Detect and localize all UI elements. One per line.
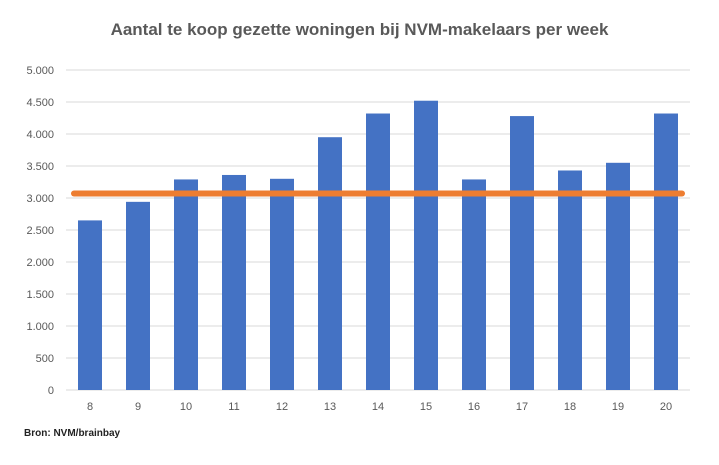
y-tick-label: 0 xyxy=(48,385,54,397)
x-tick-label: 20 xyxy=(660,401,672,413)
x-tick-label: 9 xyxy=(135,401,141,413)
bar-week-14 xyxy=(366,113,390,391)
bar-week-12 xyxy=(270,178,294,390)
x-tick-label: 19 xyxy=(612,401,624,413)
bar-week-19 xyxy=(606,162,630,390)
bar-week-8 xyxy=(78,220,102,390)
x-tick-label: 17 xyxy=(516,401,528,413)
x-tick-label: 10 xyxy=(180,401,192,413)
bar-week-18 xyxy=(558,170,582,390)
bar-week-20 xyxy=(654,113,678,391)
y-tick-label: 500 xyxy=(36,353,54,365)
x-tick-label: 18 xyxy=(564,401,576,413)
x-tick-label: 11 xyxy=(228,401,239,413)
bar-week-10 xyxy=(174,179,198,390)
y-tick-label: 1.000 xyxy=(26,321,54,333)
x-tick-label: 16 xyxy=(468,401,480,413)
x-tick-label: 13 xyxy=(324,401,336,413)
chart-title: Aantal te koop gezette woningen bij NVM-… xyxy=(110,20,609,39)
x-axis-ticks: 8 9 10 11 12 13 14 15 16 17 18 19 20 xyxy=(87,401,672,413)
bar-week-11 xyxy=(222,174,246,390)
bar-week-15 xyxy=(414,100,438,390)
x-tick-label: 12 xyxy=(276,401,288,413)
y-tick-label: 3.500 xyxy=(26,161,54,173)
bar-week-9 xyxy=(126,201,150,390)
bar-week-16 xyxy=(462,179,486,390)
x-tick-label: 8 xyxy=(87,401,93,413)
bars xyxy=(78,100,678,391)
x-tick-label: 15 xyxy=(420,401,432,413)
bar-week-13 xyxy=(318,137,342,390)
source-note: Bron: NVM/brainbay xyxy=(24,428,121,439)
x-tick-label: 14 xyxy=(372,401,384,413)
y-tick-label: 4.000 xyxy=(26,129,54,141)
y-tick-label: 2.000 xyxy=(26,257,54,269)
y-tick-label: 3.000 xyxy=(26,193,54,205)
bar-week-17 xyxy=(510,116,534,390)
y-axis-ticks: 0 500 1.000 1.500 2.000 2.500 3.000 3.500 4.000 4… xyxy=(26,65,54,397)
y-tick-label: 5.000 xyxy=(26,65,54,77)
y-tick-label: 2.500 xyxy=(26,225,54,237)
y-tick-label: 4.500 xyxy=(26,97,54,109)
y-tick-label: 1.500 xyxy=(26,289,54,301)
